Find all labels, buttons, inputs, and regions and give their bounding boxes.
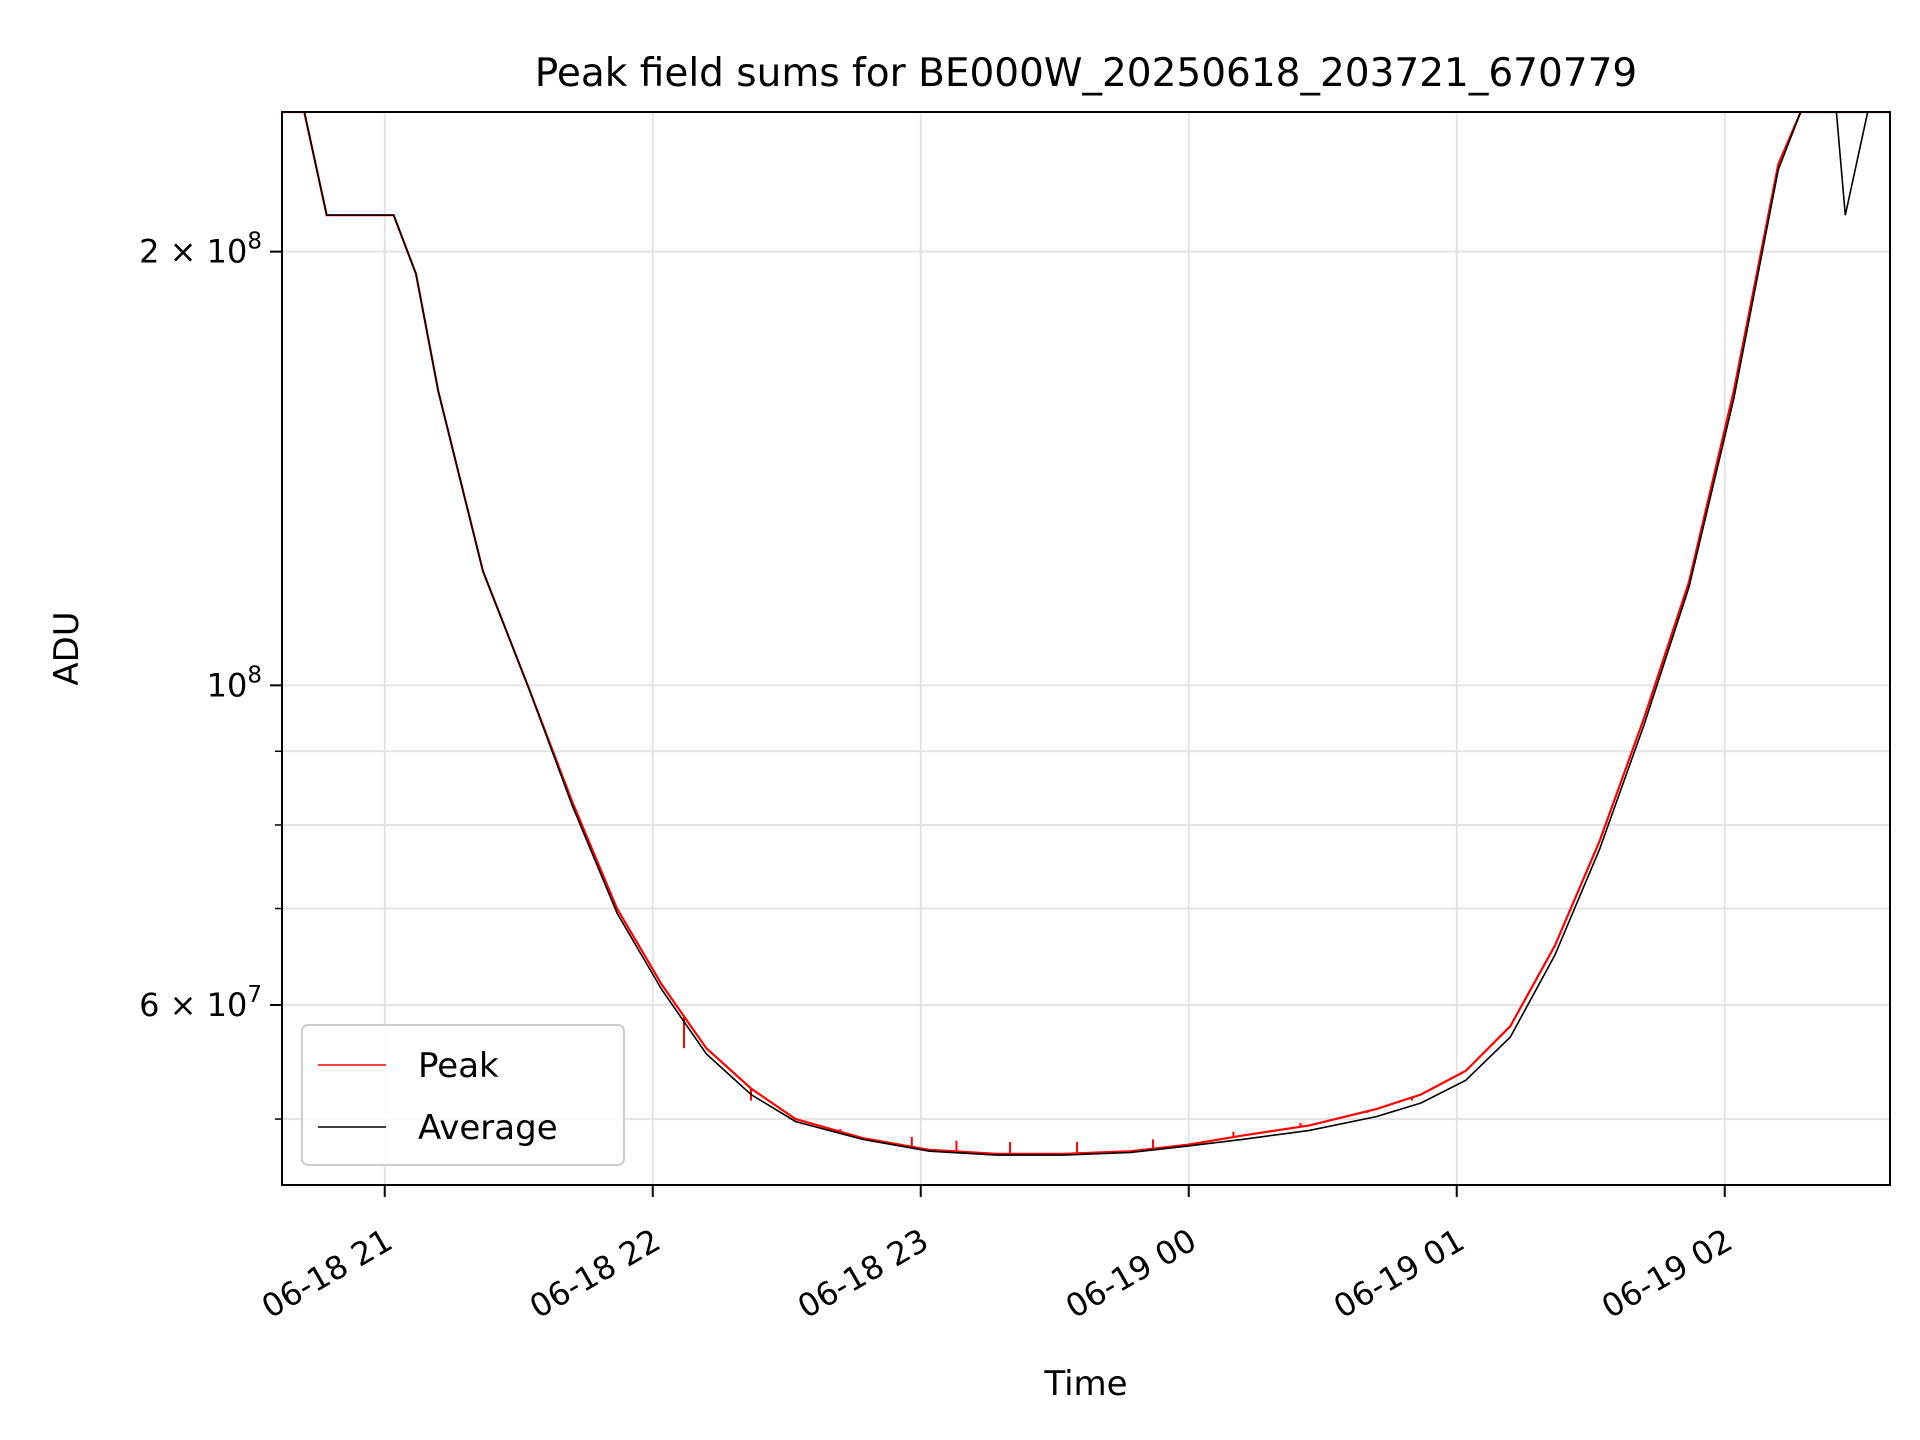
series-layer xyxy=(282,112,1890,1156)
legend-label-peak: Peak xyxy=(418,1046,499,1086)
y-tick-label: 108 xyxy=(207,662,262,704)
legend-label-average: Average xyxy=(418,1108,558,1148)
y-tick-label: 2 × 108 xyxy=(139,229,262,271)
y-tick-label: 6 × 107 xyxy=(139,982,262,1024)
series-line-average xyxy=(282,112,1890,1156)
chart-title: Peak field sums for BE000W_20250618_2037… xyxy=(535,51,1637,96)
x-axis-label: Time xyxy=(1043,1364,1127,1404)
grid xyxy=(282,112,1890,1185)
legend-box xyxy=(301,1024,625,1166)
legend: Peak Average xyxy=(301,1024,625,1166)
y-axis-label: ADU xyxy=(47,611,87,685)
plot-frame xyxy=(281,111,1891,1186)
